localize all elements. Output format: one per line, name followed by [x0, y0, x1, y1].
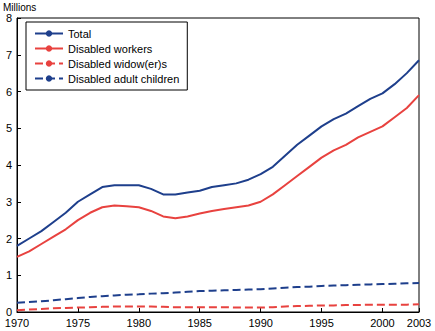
svg-text:Disabled widow(er)s: Disabled widow(er)s: [68, 58, 168, 70]
svg-text:1985: 1985: [187, 317, 211, 329]
svg-text:6: 6: [6, 86, 12, 98]
svg-text:5: 5: [6, 122, 12, 134]
svg-text:Total: Total: [68, 28, 91, 40]
svg-text:Disabled workers: Disabled workers: [68, 43, 153, 55]
svg-text:0: 0: [5, 306, 12, 318]
svg-text:1975: 1975: [66, 317, 90, 329]
svg-text:Disabled adult children: Disabled adult children: [68, 73, 179, 85]
svg-text:1980: 1980: [127, 317, 151, 329]
svg-text:3: 3: [6, 196, 12, 208]
svg-text:4: 4: [6, 159, 12, 171]
svg-text:2003: 2003: [407, 317, 431, 329]
svg-text:1995: 1995: [309, 317, 333, 329]
svg-text:2000: 2000: [370, 317, 394, 329]
svg-text:7: 7: [6, 49, 12, 61]
svg-text:1: 1: [6, 269, 12, 281]
svg-text:1990: 1990: [248, 317, 272, 329]
svg-text:2: 2: [6, 233, 12, 245]
svg-text:1970: 1970: [5, 317, 29, 329]
svg-text:8: 8: [6, 12, 12, 24]
svg-text:Millions: Millions: [3, 2, 36, 13]
